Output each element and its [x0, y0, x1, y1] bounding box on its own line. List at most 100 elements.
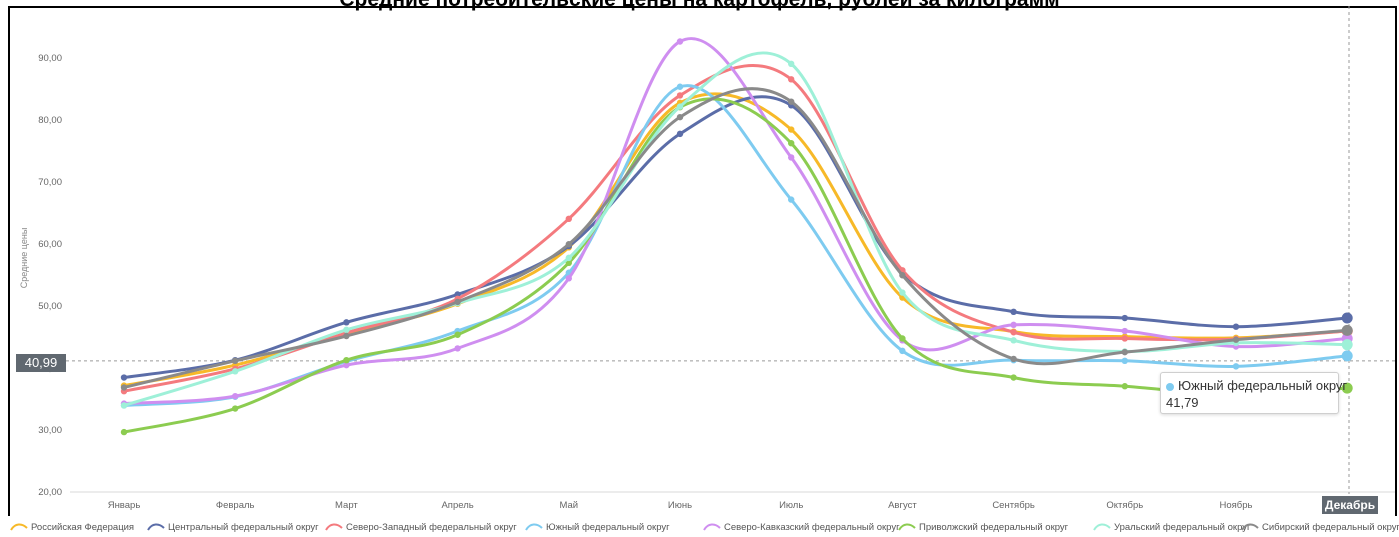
legend-item[interactable]: Приволжский федеральный округ: [898, 522, 1068, 533]
data-point[interactable]: [788, 154, 795, 161]
x-tick-label: Сентябрь: [992, 500, 1035, 511]
legend-item[interactable]: Российская Федерация: [10, 522, 134, 533]
data-point[interactable]: [343, 356, 350, 364]
tooltip-series-name: Южный федеральный округ: [1178, 378, 1348, 393]
legend-label: Центральный федеральный округ: [168, 522, 319, 533]
legend-line-icon: [1093, 523, 1111, 532]
data-point[interactable]: [1010, 329, 1017, 336]
data-point[interactable]: [788, 196, 795, 203]
data-point[interactable]: [676, 130, 684, 138]
data-point[interactable]: [565, 241, 572, 248]
data-point[interactable]: [676, 113, 684, 121]
y-tick-label: 70,00: [38, 177, 62, 188]
data-point[interactable]: [788, 60, 795, 68]
legend-line-icon: [325, 523, 343, 532]
series-line-1[interactable]: [123, 92, 1348, 388]
legend-item[interactable]: Северо-Кавказский федеральный округ: [703, 522, 900, 533]
data-point[interactable]: [1121, 335, 1129, 342]
legend-label: Уральский федеральный округ: [1114, 522, 1251, 533]
legend-label: Российская Федерация: [31, 522, 135, 533]
legend-label: Южный федеральный округ: [546, 522, 670, 533]
data-point[interactable]: [788, 98, 795, 105]
data-point[interactable]: [1010, 308, 1017, 316]
data-point[interactable]: [1010, 374, 1017, 381]
crosshair-x-category: Декабрь: [1322, 496, 1378, 514]
legend-line-icon: [898, 523, 916, 532]
data-point[interactable]: [788, 139, 795, 147]
x-tick-label: Июль: [779, 500, 803, 511]
x-tick-label: Январь: [108, 500, 141, 511]
data-point[interactable]: [232, 368, 239, 375]
legend-line-icon: [525, 523, 543, 532]
y-axis-label: Средние цены: [19, 228, 29, 289]
data-point[interactable]: [899, 335, 906, 342]
data-point[interactable]: [343, 361, 350, 369]
data-point[interactable]: [1121, 314, 1129, 322]
data-point[interactable]: [1341, 324, 1353, 336]
legend-item[interactable]: Южный федеральный округ: [525, 522, 670, 533]
data-point[interactable]: [1121, 357, 1129, 364]
data-point[interactable]: [676, 92, 684, 99]
data-point[interactable]: [565, 254, 572, 262]
series-line-4[interactable]: [123, 84, 1348, 407]
data-point[interactable]: [899, 347, 906, 355]
data-point[interactable]: [1121, 383, 1129, 390]
data-point[interactable]: [1232, 363, 1240, 370]
legend-item[interactable]: Северо-Западный федеральный округ: [325, 522, 517, 533]
legend-line-icon: [703, 523, 721, 532]
tooltip-series-marker: [1166, 382, 1174, 391]
data-point[interactable]: [899, 289, 906, 296]
data-point[interactable]: [1010, 337, 1017, 344]
data-point[interactable]: [565, 215, 572, 223]
legend-item[interactable]: Центральный федеральный округ: [147, 522, 319, 533]
data-point[interactable]: [1121, 327, 1129, 335]
data-point[interactable]: [454, 345, 461, 352]
data-point[interactable]: [120, 374, 128, 381]
x-tick-label: Апрель: [441, 500, 473, 511]
x-tick-label: Август: [888, 500, 917, 511]
data-point[interactable]: [1341, 339, 1353, 351]
data-point[interactable]: [1010, 355, 1017, 363]
x-tick-label: Май: [559, 500, 578, 511]
data-point[interactable]: [454, 298, 461, 306]
y-tick-label: 80,00: [38, 115, 62, 126]
chart-title: Средние потребительские цены на картофел…: [0, 0, 1399, 12]
data-point[interactable]: [120, 428, 128, 436]
legend-label: Северо-Западный федеральный округ: [346, 522, 517, 533]
data-point[interactable]: [676, 38, 684, 45]
data-point[interactable]: [676, 83, 684, 90]
data-point[interactable]: [788, 126, 795, 133]
data-point[interactable]: [1010, 321, 1017, 329]
data-point[interactable]: [788, 76, 795, 83]
data-point[interactable]: [1341, 312, 1353, 324]
legend-item[interactable]: Сибирский федеральный округ: [1241, 522, 1399, 533]
data-point[interactable]: [1121, 348, 1129, 356]
data-point[interactable]: [676, 103, 684, 110]
legend-line-icon: [147, 523, 165, 532]
legend-item[interactable]: Уральский федеральный округ: [1093, 522, 1250, 533]
data-point[interactable]: [565, 275, 572, 282]
y-tick-label: 50,00: [38, 301, 62, 312]
y-tick-label: 90,00: [38, 53, 62, 64]
data-point[interactable]: [1232, 336, 1240, 343]
legend-label: Сибирский федеральный округ: [1262, 522, 1399, 533]
legend-label: Северо-Кавказский федеральный округ: [724, 522, 900, 533]
data-point[interactable]: [232, 357, 239, 364]
data-point[interactable]: [232, 392, 239, 400]
series-line-7[interactable]: [123, 51, 1348, 407]
data-point[interactable]: [899, 272, 906, 279]
data-point[interactable]: [1232, 323, 1240, 330]
data-point[interactable]: [120, 384, 128, 391]
data-point[interactable]: [343, 326, 350, 333]
legend-label: Приволжский федеральный округ: [919, 522, 1069, 533]
data-point[interactable]: [232, 405, 239, 412]
chart-border: [8, 6, 1397, 516]
data-point[interactable]: [454, 331, 461, 338]
data-point[interactable]: [1341, 382, 1353, 394]
data-point[interactable]: [343, 332, 350, 340]
data-point[interactable]: [120, 402, 128, 409]
legend-line-icon: [1241, 523, 1259, 532]
data-point[interactable]: [1341, 350, 1353, 362]
data-point[interactable]: [343, 319, 350, 326]
